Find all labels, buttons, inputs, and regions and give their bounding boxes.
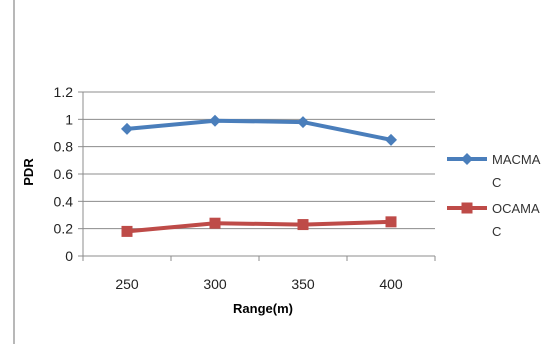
series-line xyxy=(126,118,392,142)
left-border-line xyxy=(13,0,15,344)
data-point xyxy=(385,216,397,228)
x-tick-label: 350 xyxy=(291,276,315,292)
axes xyxy=(78,91,436,261)
y-tick-label: 1.2 xyxy=(54,84,74,100)
y-tick-label: 1 xyxy=(65,111,73,127)
gridlines xyxy=(83,91,435,230)
y-tick-labels: 0 0.2 0.4 0.6 0.8 1 1.2 xyxy=(54,84,74,264)
data-point xyxy=(121,122,133,135)
legend: MACMA C OCAMA C xyxy=(447,152,541,239)
x-tick-labels: 250 300 350 400 xyxy=(115,276,403,292)
data-point xyxy=(297,219,309,231)
y-tick-label: 0 xyxy=(65,248,73,264)
legend-item: MACMA C xyxy=(447,152,541,190)
y-tick-label: 0.8 xyxy=(54,139,74,155)
legend-marker xyxy=(461,202,473,214)
data-point xyxy=(385,133,397,146)
x-axis-title: Range(m) xyxy=(233,301,293,316)
data-point xyxy=(209,217,221,229)
legend-label: OCAMA xyxy=(492,201,540,216)
legend-label: C xyxy=(492,224,501,239)
legend-marker xyxy=(461,153,473,165)
series-ocamac xyxy=(121,216,397,237)
series-macmac xyxy=(121,114,397,146)
series-line xyxy=(126,219,392,234)
x-tick-label: 300 xyxy=(203,276,227,292)
x-tick-label: 400 xyxy=(379,276,403,292)
legend-item: OCAMA C xyxy=(447,201,540,239)
data-point xyxy=(297,116,309,129)
data-point xyxy=(121,225,133,237)
y-axis-title: PDR xyxy=(21,158,36,186)
y-tick-label: 0.2 xyxy=(54,221,74,237)
y-tick-label: 0.6 xyxy=(54,166,74,182)
legend-label: MACMA xyxy=(492,152,541,167)
data-point xyxy=(209,114,221,127)
x-tick-label: 250 xyxy=(115,276,139,292)
series-group xyxy=(121,114,397,237)
legend-label: C xyxy=(492,175,501,190)
y-tick-label: 0.4 xyxy=(54,193,74,209)
